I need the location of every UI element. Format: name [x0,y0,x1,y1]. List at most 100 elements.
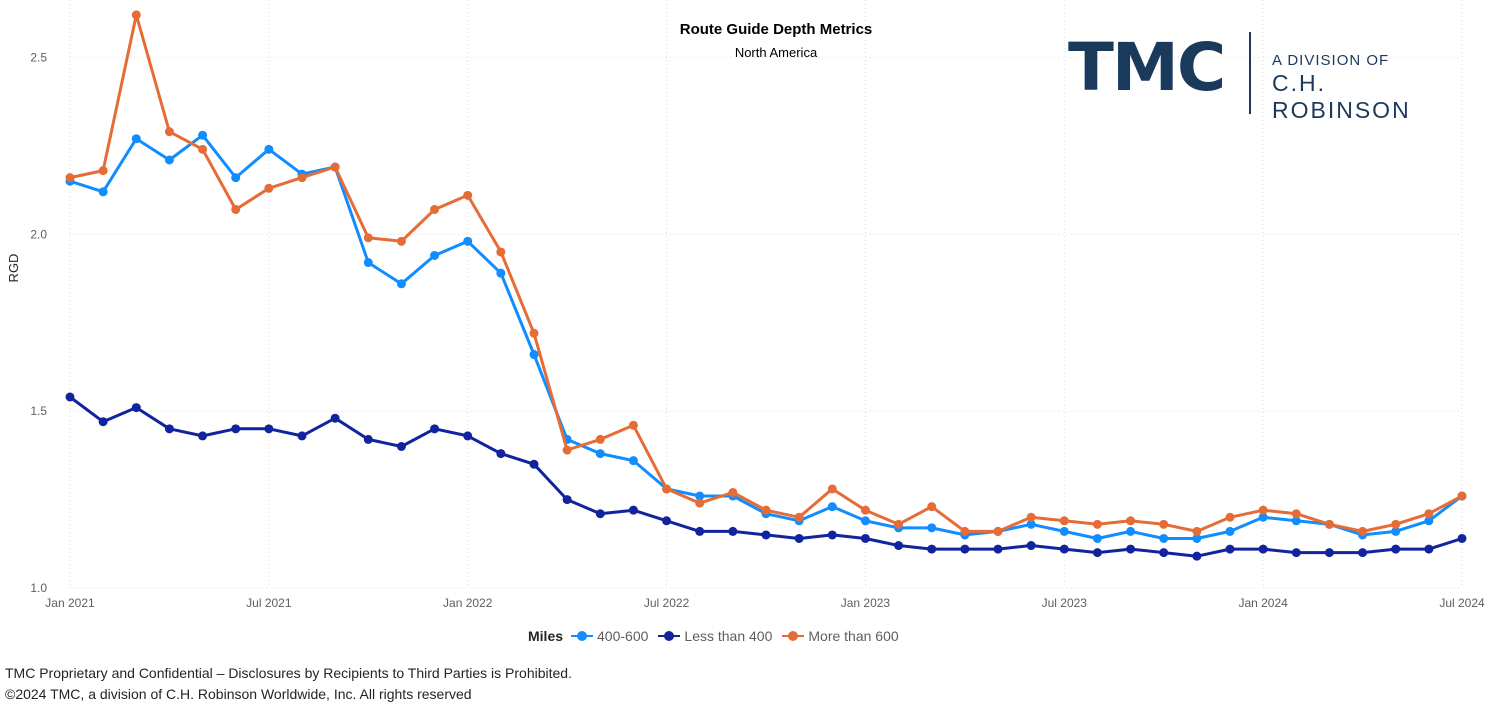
series-400-600 [65,130,1467,543]
legend-label: Less than 400 [684,628,773,644]
data-point [695,491,705,501]
data-point [827,530,837,540]
x-tick-label: Jan 2024 [1238,596,1288,610]
data-point [496,449,506,459]
data-point [761,530,771,540]
data-point [695,498,705,508]
data-point [164,424,174,434]
data-point [1324,519,1334,529]
data-point [430,250,440,260]
data-point [264,144,274,154]
data-point [1092,519,1102,529]
data-point [65,392,75,402]
legend-item-400-600[interactable]: 400-600 [571,628,648,644]
legend-marker-icon [782,631,805,641]
data-point [1225,526,1235,536]
data-point [363,434,373,444]
x-tick-label: Jan 2023 [841,596,891,610]
data-point [827,502,837,512]
y-tick-label: 1.0 [30,581,47,595]
data-point [1391,544,1401,554]
data-point [1126,516,1136,526]
data-point [264,183,274,193]
data-point [198,431,208,441]
line-chart: 1.0 1.5 2.0 2.5 Jan 2021 Jul 2021 Jan 2022 Jul… [6,0,1485,610]
data-point [1126,526,1136,536]
data-point [1059,526,1069,536]
data-point [463,431,473,441]
data-point [960,544,970,554]
y-tick-label: 2.0 [30,227,47,241]
data-point [1026,512,1036,522]
data-point [1026,541,1036,551]
data-point [595,449,605,459]
data-point [131,10,141,20]
y-axis-label: RGD [6,254,21,283]
data-point [595,434,605,444]
legend-title: Miles [528,628,564,644]
legend-marker-icon [658,631,681,641]
legend-label: 400-600 [597,628,649,644]
data-point [662,484,672,494]
data-point [529,459,539,469]
data-point [529,350,539,360]
series-less-than-400 [65,392,1467,561]
data-point [1059,516,1069,526]
data-point [396,236,406,246]
data-point [98,417,108,427]
data-point [198,130,208,140]
data-point [628,420,638,430]
data-point [860,533,870,543]
data-point [1291,548,1301,558]
legend-item-more-than-600[interactable]: More than 600 [782,628,899,644]
data-point [65,173,75,183]
data-point [1457,533,1467,543]
data-point [1258,512,1268,522]
data-point [993,526,1003,536]
data-point [98,187,108,197]
data-point [728,487,738,497]
data-point [297,431,307,441]
data-point [496,247,506,257]
data-point [496,268,506,278]
data-point [1092,548,1102,558]
data-point [529,328,539,338]
x-tick-label: Jan 2022 [443,596,493,610]
data-point [595,509,605,519]
legend-label: More than 600 [808,628,899,644]
data-point [1192,526,1202,536]
data-point [860,505,870,515]
footer-confidentiality-notice: TMC Proprietary and Confidential – Discl… [5,665,572,681]
data-point [927,544,937,554]
data-point [1159,533,1169,543]
data-point [1192,533,1202,543]
x-tick-label: Jul 2022 [644,596,690,610]
x-tick-label: Jan 2021 [45,596,95,610]
logo-brand: TMC [1068,29,1226,106]
chart-legend: Miles 400-600 Less than 400 More than 60… [528,626,909,646]
data-point [1424,544,1434,554]
data-point [662,516,672,526]
series-line [69,133,1463,540]
data-point [1059,544,1069,554]
gridlines [69,0,1463,589]
data-point [330,413,340,423]
data-point [562,495,572,505]
data-point [761,505,771,515]
data-point [1026,519,1036,529]
y-tick-label: 1.5 [30,404,47,418]
data-point [1092,533,1102,543]
data-point [231,204,241,214]
data-point [1258,544,1268,554]
legend-item-less-than-400[interactable]: Less than 400 [658,628,772,644]
data-point [860,516,870,526]
logo-divider [1249,32,1251,114]
legend-marker-icon [571,631,594,641]
data-point [1159,519,1169,529]
data-point [1192,551,1202,561]
data-point [98,166,108,176]
data-point [1324,548,1334,558]
series-more-than-600 [65,10,1467,536]
data-point [1424,516,1434,526]
data-point [264,424,274,434]
